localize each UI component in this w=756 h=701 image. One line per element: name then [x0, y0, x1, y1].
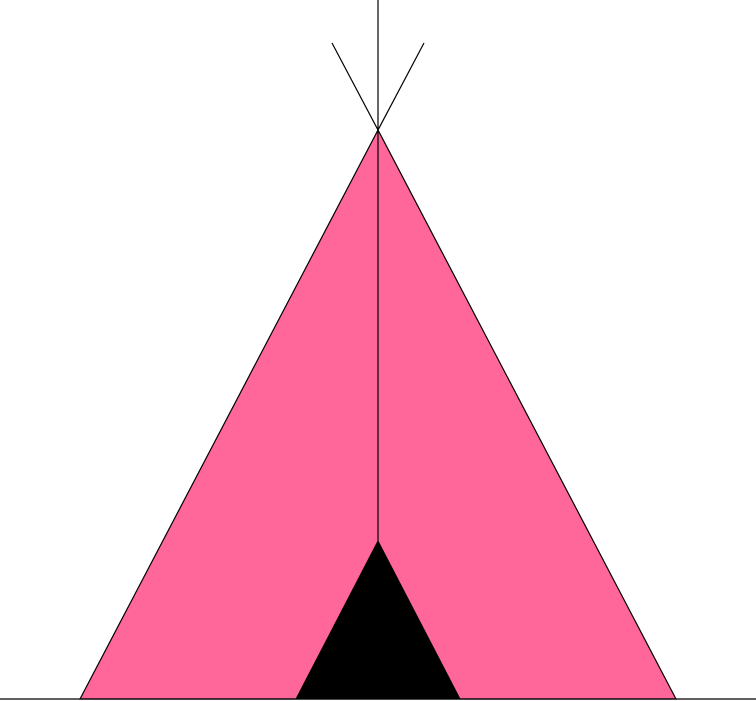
pole-left-tip: [331, 42, 379, 131]
pole-right-tip: [377, 42, 425, 131]
